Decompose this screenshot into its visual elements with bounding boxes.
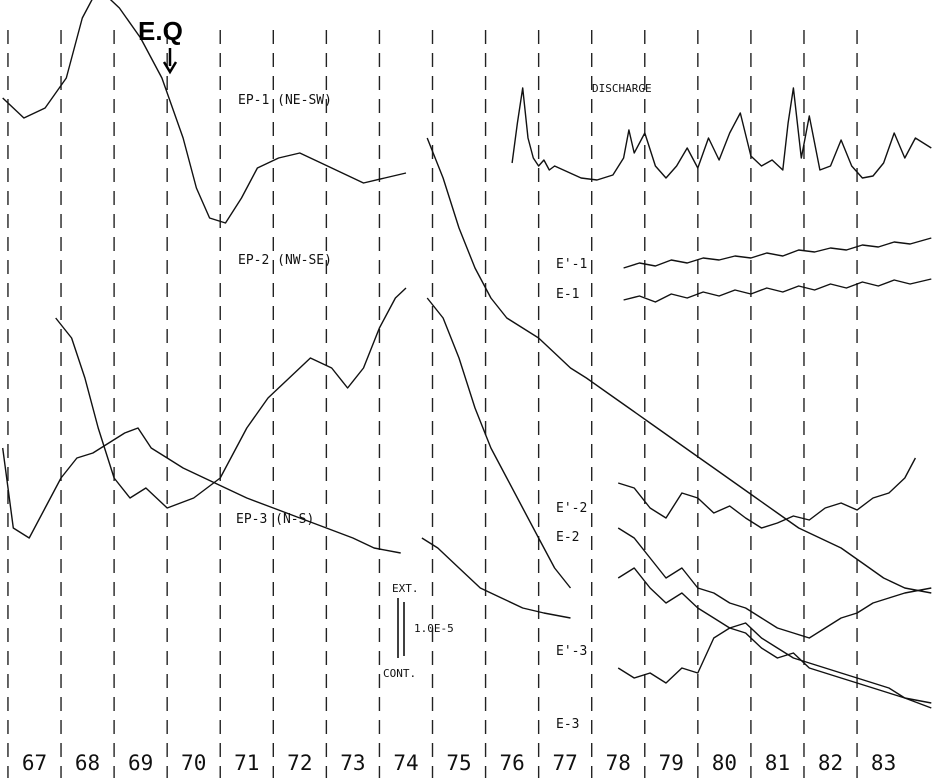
x-tick-label: 75	[446, 751, 471, 775]
x-tick-labels: 67 68 69 70 71 72 73 74 75 76 77 78 79 80 81 82 83	[22, 751, 896, 775]
eq-label: E.Q	[138, 16, 183, 46]
x-tick-label: 82	[818, 751, 843, 775]
series-line	[2, 427, 401, 554]
series-line	[617, 567, 932, 709]
series-line	[623, 237, 932, 269]
scale-bar: EXT. 1.0E-5 CONT.	[383, 582, 454, 680]
series-line	[2, 0, 407, 224]
series-line	[617, 527, 932, 639]
label-e1: E-1	[556, 287, 579, 302]
x-tick-label: 70	[181, 751, 206, 775]
x-tick-label: 81	[765, 751, 790, 775]
series-line	[511, 87, 932, 181]
eq-marker: E.Q	[138, 16, 183, 75]
label-ep3: EP-3 (N-S)	[236, 512, 314, 527]
x-tick-label: 67	[22, 751, 47, 775]
series-line	[617, 627, 932, 704]
x-tick-label: 72	[287, 751, 312, 775]
series-line	[623, 278, 932, 303]
grid-lines	[7, 30, 858, 778]
label-cont: CONT.	[383, 667, 416, 680]
x-tick-label: 77	[553, 751, 578, 775]
series-line	[421, 537, 571, 619]
label-ep1: EP-1 (NE-SW)	[238, 93, 332, 108]
x-tick-label: 74	[393, 751, 418, 775]
label-e1-prime: E'-1	[556, 257, 587, 272]
x-tick-label: 73	[340, 751, 365, 775]
label-ext: EXT.	[392, 582, 419, 595]
series-line	[426, 137, 932, 594]
label-discharge: DISCHARGE	[592, 82, 652, 95]
x-tick-label: 78	[606, 751, 631, 775]
label-e3: E-3	[556, 717, 579, 732]
label-e2-prime: E'-2	[556, 501, 587, 516]
series-layer	[2, 0, 932, 709]
label-ep2: EP-2 (NW-SE)	[238, 253, 332, 268]
label-e2: E-2	[556, 530, 579, 545]
series-line	[617, 457, 917, 529]
x-tick-label: 80	[712, 751, 737, 775]
eq-arrow-icon	[162, 61, 178, 75]
label-scale: 1.0E-5	[414, 622, 454, 635]
series-line	[55, 287, 407, 509]
x-tick-label: 76	[499, 751, 524, 775]
x-tick-label: 71	[234, 751, 259, 775]
x-tick-label: 68	[75, 751, 100, 775]
label-e3-prime: E'-3	[556, 644, 587, 659]
x-tick-label: 79	[659, 751, 684, 775]
series-line	[426, 297, 572, 589]
x-tick-label: 69	[128, 751, 153, 775]
x-tick-label: 83	[871, 751, 896, 775]
